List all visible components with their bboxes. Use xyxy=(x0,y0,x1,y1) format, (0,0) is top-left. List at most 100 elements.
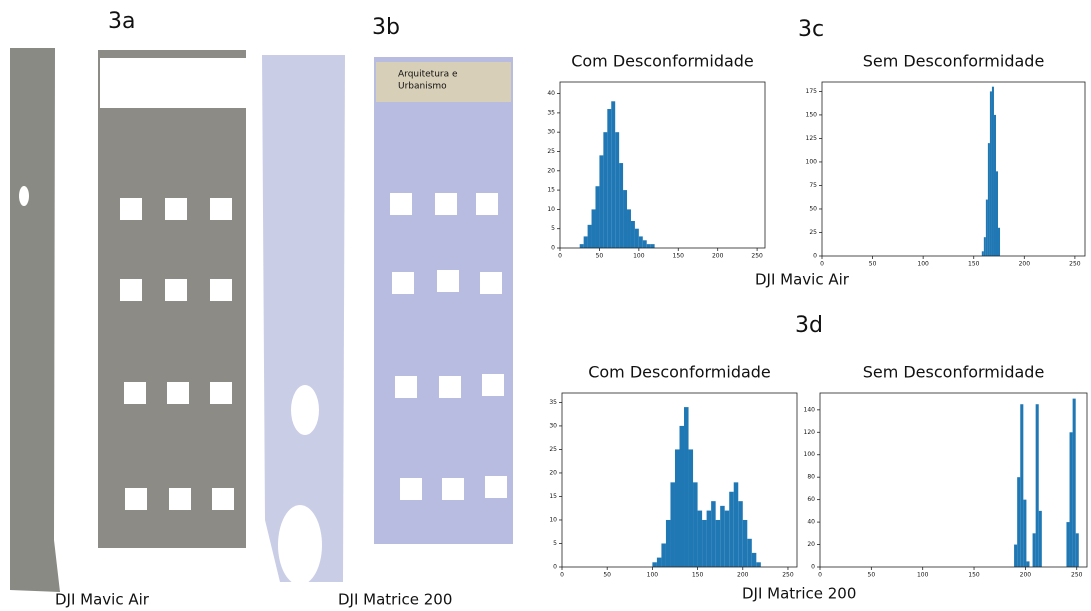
bar xyxy=(680,426,685,567)
y-tick-label: 150 xyxy=(806,111,818,118)
bar xyxy=(994,115,996,256)
caption: DJI Matrice 200 xyxy=(742,585,856,603)
y-tick-label: 15 xyxy=(549,493,557,500)
y-tick-label: 80 xyxy=(807,474,815,481)
panel-label: 3c xyxy=(798,17,824,42)
x-tick-label: 100 xyxy=(917,261,929,268)
bar xyxy=(627,209,631,248)
x-tick-label: 50 xyxy=(869,261,877,268)
panel-label: 3d xyxy=(795,313,823,338)
bar xyxy=(990,91,992,256)
x-tick-label: 50 xyxy=(868,572,876,579)
bar xyxy=(998,228,1000,256)
bar xyxy=(592,209,596,248)
y-tick-label: 0 xyxy=(813,253,817,260)
bar xyxy=(982,251,984,256)
y-tick-label: 0 xyxy=(553,564,557,571)
chart-title: Com Desconformidade xyxy=(588,363,771,382)
x-tick-label: 200 xyxy=(1019,261,1031,268)
bar xyxy=(711,501,716,567)
bar xyxy=(747,539,752,567)
bar xyxy=(689,449,694,567)
axes-frame xyxy=(560,82,765,248)
x-tick-label: 200 xyxy=(737,572,749,579)
bar xyxy=(607,109,611,248)
bar xyxy=(1039,511,1042,567)
caption: DJI Matrice 200 xyxy=(338,591,452,609)
bar xyxy=(657,558,662,567)
x-tick-label: 150 xyxy=(692,572,704,579)
chart-title: Sem Desconformidade xyxy=(863,363,1045,382)
bar xyxy=(1020,404,1023,567)
y-tick-label: 30 xyxy=(547,129,555,136)
bar xyxy=(702,520,707,567)
y-tick-label: 35 xyxy=(547,109,555,116)
y-tick-label: 0 xyxy=(811,564,815,571)
bar xyxy=(675,449,680,567)
bar xyxy=(623,190,627,248)
y-tick-label: 0 xyxy=(551,245,555,252)
bar xyxy=(698,511,703,567)
x-tick-label: 250 xyxy=(751,253,763,260)
bar xyxy=(603,132,607,248)
bar xyxy=(611,101,615,248)
bar xyxy=(580,244,584,248)
bar xyxy=(716,520,721,567)
y-tick-label: 60 xyxy=(807,496,815,503)
bar xyxy=(643,240,647,248)
x-tick-label: 200 xyxy=(1020,572,1032,579)
y-tick-label: 20 xyxy=(807,541,815,548)
page: Arquitetura e Urbanismo 3a 3b 3c 3d DJI … xyxy=(0,0,1091,611)
y-tick-label: 10 xyxy=(547,206,555,213)
bar xyxy=(734,482,739,567)
bar xyxy=(639,236,643,248)
y-tick-label: 120 xyxy=(804,429,816,436)
bar xyxy=(693,482,698,567)
bar xyxy=(752,553,757,567)
x-tick-label: 0 xyxy=(818,572,822,579)
photo-text: Arquitetura e xyxy=(398,70,458,80)
axes-frame xyxy=(820,393,1087,567)
y-tick-label: 125 xyxy=(806,135,818,142)
caption: DJI Mavic Air xyxy=(55,591,150,609)
y-tick-label: 100 xyxy=(804,451,816,458)
bar xyxy=(595,186,599,248)
bar xyxy=(738,501,743,567)
bar xyxy=(1026,561,1029,567)
x-tick-label: 100 xyxy=(633,253,645,260)
bar xyxy=(584,236,588,248)
hole xyxy=(291,385,319,435)
x-tick-label: 200 xyxy=(712,253,724,260)
bar xyxy=(992,87,994,256)
bar xyxy=(588,225,592,248)
bar xyxy=(1036,404,1039,567)
bar xyxy=(984,237,986,256)
y-tick-label: 10 xyxy=(549,516,557,523)
x-tick-label: 150 xyxy=(673,253,685,260)
y-tick-label: 15 xyxy=(547,187,555,194)
y-tick-label: 25 xyxy=(549,446,557,453)
x-tick-label: 150 xyxy=(968,261,980,268)
bar xyxy=(1070,432,1073,567)
bar xyxy=(631,221,635,248)
bar xyxy=(652,562,657,567)
bar xyxy=(725,511,730,567)
bar xyxy=(1017,477,1020,567)
bar xyxy=(729,492,734,567)
y-tick-label: 75 xyxy=(809,182,817,189)
x-tick-label: 100 xyxy=(647,572,659,579)
y-tick-label: 20 xyxy=(549,469,557,476)
figure: Arquitetura e Urbanismo 3a 3b 3c 3d DJI … xyxy=(0,0,1091,611)
bar xyxy=(619,163,623,248)
x-tick-label: 250 xyxy=(782,572,794,579)
y-tick-label: 175 xyxy=(806,88,818,95)
bar xyxy=(661,543,666,567)
x-tick-label: 250 xyxy=(1071,572,1083,579)
x-tick-label: 100 xyxy=(917,572,929,579)
hole xyxy=(278,505,322,585)
x-tick-label: 0 xyxy=(560,572,564,579)
bar xyxy=(1066,522,1069,567)
bar xyxy=(1073,399,1076,567)
bar xyxy=(1033,533,1036,567)
caption: DJI Mavic Air xyxy=(755,271,850,289)
